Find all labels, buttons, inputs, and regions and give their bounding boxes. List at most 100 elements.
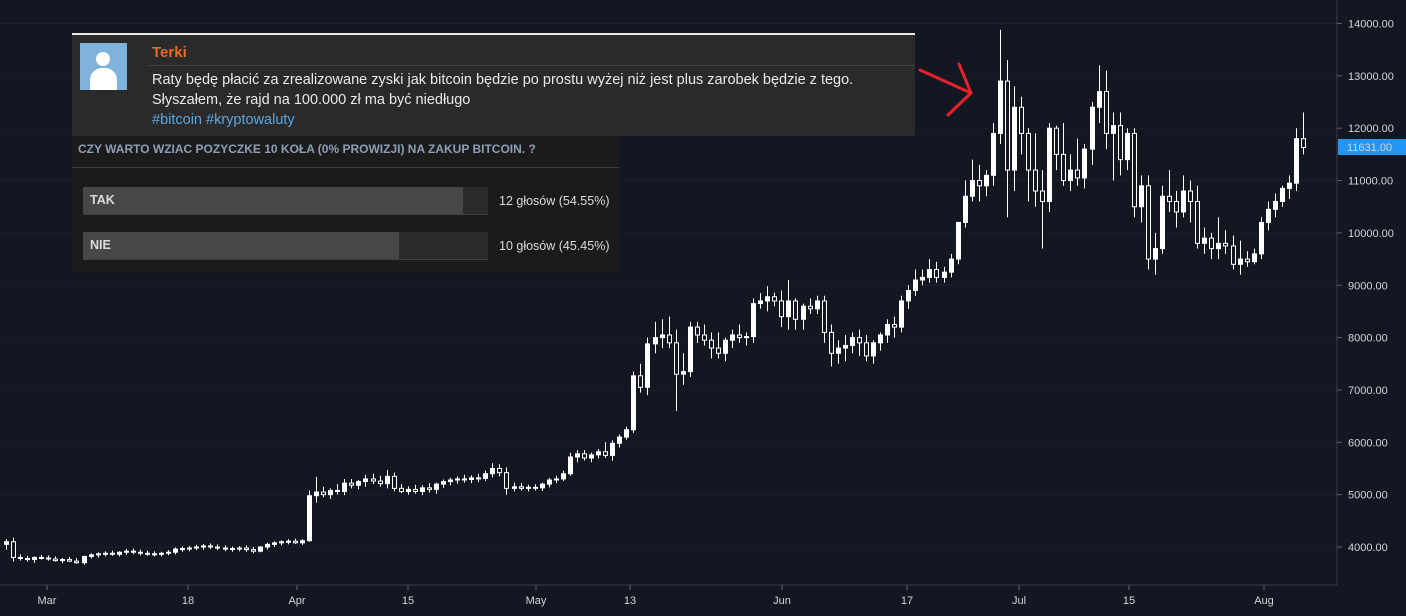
candle [723,337,728,362]
candle [476,473,481,483]
candle-body [885,324,890,336]
candle [371,473,376,485]
candle [1231,235,1236,270]
avatar[interactable] [80,43,127,90]
time-axis[interactable]: Mar 18 Apr 15 May 13 Jun 17 Jul 15 Aug [38,585,1274,607]
candle-body [1301,138,1306,149]
time-tick-label: Mar [38,595,57,607]
candle-body [385,475,390,485]
poll-option-tak[interactable]: TAK [83,187,488,215]
candle [547,477,552,488]
candle [610,440,615,461]
candle [540,482,545,491]
candle-body [427,487,432,490]
candle [751,298,756,343]
candle [1259,217,1264,260]
poll-option-tak-label: TAK [90,193,115,207]
candle-body [490,467,495,475]
candle-body [1238,258,1243,265]
candle [942,266,947,283]
candle-body [1012,106,1017,171]
candle [864,334,869,362]
candle [124,549,129,555]
candle-body [145,552,150,555]
poll-option-nie[interactable]: NIE [83,232,488,260]
candle [1061,122,1066,186]
candle-body [1280,187,1285,202]
candle-body [314,491,319,497]
candle [53,556,58,562]
candle-body [455,478,460,481]
candle-body [1019,106,1024,134]
candle-body [1104,91,1109,134]
time-tick-label: Aug [1254,595,1274,607]
candle [1195,185,1200,249]
candle [321,486,326,498]
candle [645,337,650,396]
candle [695,321,700,343]
candle [1266,201,1271,231]
avatar-body-icon [90,68,117,90]
candle-body [1195,200,1200,244]
candle [1033,133,1038,207]
candle [201,543,206,550]
candle [462,474,467,483]
candle-body [596,451,601,456]
candle [335,484,340,495]
candle [152,551,157,557]
hashtag-kryptowaluty[interactable]: #kryptowaluty [206,112,295,128]
candle-body [1188,190,1193,202]
candle [272,541,277,547]
candle [568,452,573,476]
candle-body [1139,185,1144,208]
candle [970,159,975,202]
candle-body [603,451,608,456]
candle [427,483,432,493]
candle-body [977,180,982,187]
candle-body [1033,169,1038,192]
candle-body [1202,237,1207,244]
candle [1125,128,1130,171]
price-tick-label: 5000.00 [1348,490,1388,502]
candle [251,547,256,554]
candle [11,537,16,562]
candle-body [878,334,883,344]
candle [836,340,841,364]
time-tick-label: May [526,595,547,607]
hashtag-bitcoin[interactable]: #bitcoin [152,112,202,128]
candle [1188,180,1193,223]
candle-body [46,557,51,560]
candle [688,321,693,377]
candle [1273,193,1278,218]
candle-body [1223,242,1228,247]
candle-body [279,541,284,544]
candle [300,539,305,545]
avatar-head-icon [96,52,110,66]
candle-body [1068,169,1073,182]
price-axis[interactable]: 14000.00 13000.00 12000.00 11000.00 10000.00… [1337,19,1394,555]
candle [956,221,961,265]
candle-body [822,300,827,333]
candle [998,29,1003,144]
candle-body [152,553,157,556]
candle-body [117,551,122,555]
candle [504,467,509,495]
candle [1082,143,1087,189]
candle-body [251,549,256,552]
comment-line-2: Słyszałem, że rajd na 100.000 zł ma być … [152,92,471,108]
candle [4,539,9,550]
candle-body [497,467,502,474]
candle [60,557,65,564]
candle-body [561,473,566,480]
candle [89,553,94,559]
comment-author[interactable]: Terki [152,44,187,61]
candle [702,324,707,346]
candle [74,557,79,564]
candle-body [906,289,911,302]
candle [82,555,87,565]
candle-body [751,303,756,338]
candle [1118,112,1123,176]
candle [385,470,390,489]
candle-body [201,545,206,548]
